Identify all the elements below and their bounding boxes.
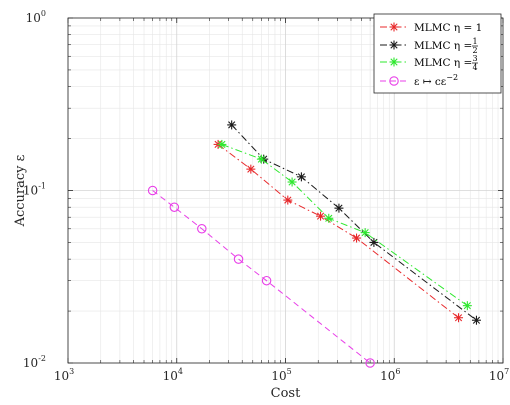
x-tick-exponent: 3: [69, 367, 74, 376]
legend-marker: [389, 57, 399, 67]
marker-stroke: [257, 155, 266, 163]
data-point: [360, 228, 370, 238]
data-point: [471, 315, 481, 325]
marker-stroke: [325, 214, 333, 222]
data-point: [217, 139, 227, 149]
data-point: [454, 313, 464, 323]
data-point: [197, 224, 207, 234]
legend-entry: ε ↦ cε−2: [380, 73, 458, 88]
series-line: [221, 143, 468, 307]
x-axis-label: Cost: [271, 386, 301, 401]
series-0: [213, 139, 464, 323]
x-tick-base: 10: [489, 369, 504, 383]
x-tick-label: 105: [271, 367, 291, 383]
x-tick-base: 10: [163, 369, 178, 383]
legend-fraction-denominator: 4: [472, 63, 477, 72]
marker-stroke: [390, 23, 398, 31]
y-tick-base: 10: [23, 184, 38, 198]
x-tick-exponent: 5: [287, 367, 292, 376]
marker-stroke: [218, 140, 226, 149]
data-point: [227, 120, 237, 130]
x-tick-base: 10: [54, 369, 69, 383]
legend-label-main: MLMC η =: [414, 40, 472, 52]
legend-marker: [389, 22, 399, 32]
legend-label: MLMC η = 1: [414, 22, 482, 34]
x-tick-label: 103: [54, 367, 74, 383]
marker-stroke: [463, 302, 471, 310]
data-point: [256, 154, 266, 164]
legend-entry: MLMC η = 34: [380, 54, 478, 72]
marker-stroke: [284, 196, 292, 204]
marker-stroke: [454, 314, 463, 322]
y-tick-exponent: -1: [38, 182, 46, 191]
legend-label: MLMC η =: [414, 57, 472, 69]
legend-marker: [389, 76, 399, 86]
x-tick-label: 106: [380, 367, 400, 383]
series-2: [217, 139, 472, 311]
y-tick-label: 10-1: [23, 182, 46, 198]
legend-entry: MLMC η = 12: [380, 37, 478, 55]
data-point: [365, 358, 375, 368]
marker-stroke: [335, 204, 343, 212]
data-point: [283, 195, 293, 205]
y-axis-label: Accuracy ε: [13, 154, 28, 227]
legend-label: ε ↦ cε−2: [414, 73, 458, 88]
marker-stroke: [228, 121, 236, 129]
data-point: [246, 164, 256, 174]
data-point: [316, 211, 326, 221]
data-point: [462, 301, 472, 311]
legend-fraction-numerator: 3: [472, 54, 477, 63]
legend-label-exponent: −2: [446, 73, 458, 82]
legend-label: MLMC η =: [414, 40, 472, 52]
x-tick-base: 10: [380, 369, 395, 383]
data-point: [169, 202, 180, 212]
x-tick-exponent: 6: [395, 367, 400, 376]
marker-stroke: [316, 212, 325, 220]
y-tick-exponent: -2: [38, 354, 46, 363]
marker-stroke: [297, 173, 306, 181]
x-tick-label: 104: [163, 367, 183, 383]
marker-stroke: [361, 228, 369, 237]
y-tick-label: 10-2: [23, 354, 46, 370]
marker-stroke: [288, 178, 296, 186]
x-tick-exponent: 4: [178, 367, 183, 376]
legend-fraction-numerator: 1: [472, 37, 477, 46]
x-tick-label: 107: [489, 367, 509, 383]
y-tick-base: 10: [23, 356, 38, 370]
series-layer: [147, 120, 481, 368]
marker-stroke: [352, 234, 361, 242]
marker-stroke: [247, 165, 255, 173]
data-point: [147, 185, 158, 196]
legend-label-main: MLMC η = 1: [414, 22, 482, 34]
data-point: [352, 233, 362, 243]
x-tick-base: 10: [271, 369, 286, 383]
data-point: [261, 275, 272, 286]
marker-stroke: [390, 58, 398, 66]
data-point: [296, 172, 306, 182]
data-point: [334, 203, 344, 213]
series-line: [231, 124, 477, 321]
legend-entry: MLMC η = 1: [380, 22, 482, 34]
marker-stroke: [472, 316, 481, 324]
data-point: [369, 237, 379, 247]
y-tick-base: 10: [26, 11, 41, 25]
y-tick-exponent: 0: [41, 9, 46, 18]
marker-stroke: [390, 41, 398, 49]
series-3: [147, 185, 375, 368]
legend-label-main: ε ↦ cε: [414, 76, 446, 88]
data-point: [324, 213, 334, 223]
legend-fraction-denominator: 2: [472, 46, 477, 55]
data-point: [233, 254, 244, 264]
y-tick-label: 100: [26, 9, 46, 25]
series-line: [217, 144, 459, 319]
x-tick-labels: 103 104 105 106 107: [54, 367, 509, 383]
legend-marker: [389, 40, 399, 50]
data-point: [287, 177, 297, 187]
x-tick-exponent: 7: [504, 367, 509, 376]
legend-label-main: MLMC η =: [414, 57, 472, 69]
